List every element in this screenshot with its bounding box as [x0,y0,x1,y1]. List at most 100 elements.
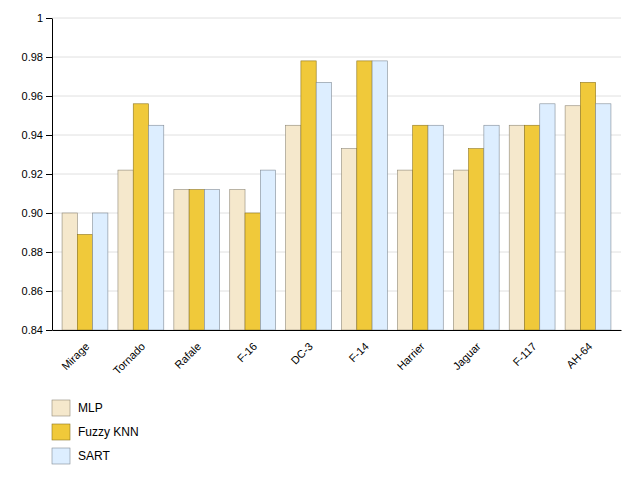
y-tick: 0.90 [22,207,52,219]
y-axis: 0.84 0.86 0.88 0.90 0.92 0.94 0.96 0.98 1 [22,12,53,336]
y-tick-label: 0.90 [22,207,43,219]
y-tick: 0.88 [22,246,52,258]
bar [93,213,108,330]
grid-line [52,96,621,97]
bar [469,149,484,330]
bar [174,190,189,330]
y-tick: 1 [37,12,52,24]
y-axis-line [52,19,53,331]
y-tick-label: 0.94 [22,129,43,141]
bar [189,190,204,330]
x-axis-line [53,330,622,331]
grid [52,18,621,330]
bar [524,125,539,330]
legend: MLP Fuzzy KNN SART [52,400,139,464]
bar [428,125,443,330]
x-tick: F-14 [346,340,370,364]
x-tick-label: Tornado [111,340,148,377]
bar [230,190,245,330]
grid-line [52,18,621,19]
y-tick-mark [46,330,52,331]
x-tick: DC-3 [288,340,315,367]
legend-item: SART [52,448,110,464]
y-tick-mark [46,213,52,214]
bars [62,61,611,330]
chart: 0.84 0.86 0.88 0.90 0.92 0.94 0.96 0.98 1 Mirage T… [0,0,641,495]
bar [397,170,412,330]
x-tick: F-16 [235,340,259,364]
y-tick: 0.92 [22,168,52,180]
y-tick-label: 0.98 [22,51,43,63]
bar-series [93,61,611,330]
bar [316,82,331,330]
bar-series [77,61,595,330]
x-tick: Tornado [111,340,148,377]
x-tick: Jaguar [450,340,483,373]
x-tick-label: F-14 [346,340,370,364]
legend-label: MLP [78,401,103,415]
y-tick-label: 0.96 [22,90,43,102]
legend-label: Fuzzy KNN [78,425,139,439]
legend-swatch [52,448,70,464]
x-tick: AH-64 [564,340,595,371]
x-tick: Mirage [59,340,91,372]
y-tick-label: 1 [37,12,43,24]
x-tick-label: F-117 [510,340,538,368]
bar [484,125,499,330]
bar [149,125,164,330]
bar [413,125,428,330]
x-tick-label: F-16 [235,340,259,364]
y-tick: 0.94 [22,129,52,141]
y-tick-label: 0.92 [22,168,43,180]
y-tick: 0.98 [22,51,52,63]
legend-item: Fuzzy KNN [52,424,139,440]
legend-swatch [52,400,70,416]
bar [357,61,372,330]
x-tick: Harrier [395,340,427,372]
bar [77,234,92,330]
x-tick-label: AH-64 [564,340,595,371]
bar [245,213,260,330]
bar [62,213,77,330]
bar [580,82,595,330]
legend-item: MLP [52,400,103,416]
bar [204,190,219,330]
y-tick-mark [46,57,52,58]
y-tick-mark [46,18,52,19]
y-tick-mark [46,135,52,136]
x-tick: F-117 [510,340,538,368]
x-tick-label: Rafale [172,340,203,371]
y-tick: 0.84 [22,324,52,336]
bar [509,125,524,330]
x-tick-label: DC-3 [288,340,315,367]
x-tick-label: Mirage [59,340,91,372]
bar [118,170,133,330]
y-tick: 0.86 [22,285,52,297]
y-tick-label: 0.84 [22,324,43,336]
x-tick-label: Harrier [395,340,427,372]
bar [133,104,148,330]
bar [260,170,275,330]
x-tick: Rafale [172,340,203,371]
y-tick-mark [46,291,52,292]
y-tick-mark [46,174,52,175]
plot: 0.84 0.86 0.88 0.90 0.92 0.94 0.96 0.98 1 Mirage T… [22,12,622,464]
bar [453,170,468,330]
x-tick-label: Jaguar [450,340,483,373]
y-tick-mark [46,96,52,97]
y-tick-mark [46,252,52,253]
bar [372,61,387,330]
y-tick: 0.96 [22,90,52,102]
bar [565,106,580,330]
y-tick-label: 0.86 [22,285,43,297]
bar [301,61,316,330]
y-tick-label: 0.88 [22,246,43,258]
bar [596,104,611,330]
bar [342,149,357,330]
bar [286,125,301,330]
bar [540,104,555,330]
x-axis: Mirage Tornado Rafale F-16 DC-3 F-14 Harrier Ja… [53,331,622,377]
grid-line [52,57,621,58]
legend-swatch [52,424,70,440]
legend-label: SART [78,449,110,463]
